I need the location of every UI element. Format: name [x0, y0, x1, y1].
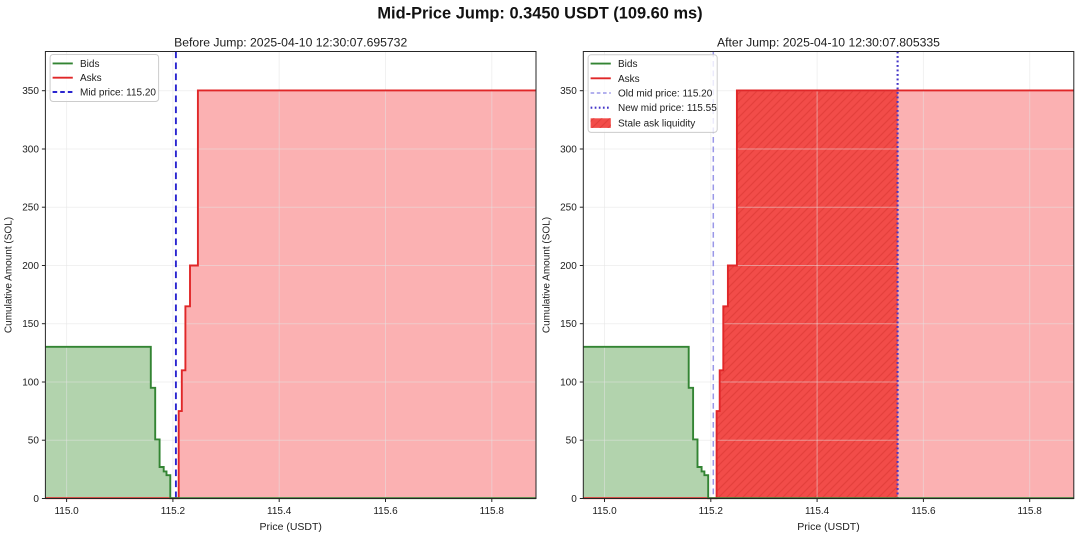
svg-text:115.0: 115.0: [54, 506, 79, 517]
svg-text:115.8: 115.8: [480, 506, 505, 517]
svg-text:Asks: Asks: [618, 74, 640, 85]
svg-text:50: 50: [28, 436, 40, 447]
svg-text:Stale ask liquidity: Stale ask liquidity: [618, 118, 695, 129]
svg-text:Before Jump: 2025-04-10 12:30:: Before Jump: 2025-04-10 12:30:07.695732: [174, 36, 407, 50]
svg-text:115.8: 115.8: [1018, 506, 1043, 517]
svg-text:300: 300: [560, 145, 577, 156]
svg-text:Cumulative Amount (SOL): Cumulative Amount (SOL): [541, 217, 552, 333]
svg-text:250: 250: [22, 203, 39, 214]
svg-text:0: 0: [571, 494, 577, 505]
svg-text:300: 300: [22, 145, 39, 156]
svg-text:Bids: Bids: [80, 59, 99, 70]
svg-text:200: 200: [22, 261, 39, 272]
svg-text:200: 200: [560, 261, 577, 272]
svg-text:Price (USDT): Price (USDT): [797, 521, 859, 533]
svg-text:350: 350: [560, 86, 577, 97]
svg-text:Mid price: 115.20: Mid price: 115.20: [80, 88, 156, 99]
svg-text:100: 100: [560, 378, 577, 389]
svg-text:0: 0: [33, 494, 39, 505]
svg-text:115.0: 115.0: [592, 506, 617, 517]
svg-text:250: 250: [560, 203, 577, 214]
svg-text:Old mid price: 115.20: Old mid price: 115.20: [618, 89, 713, 100]
svg-text:115.6: 115.6: [911, 506, 936, 517]
svg-text:50: 50: [566, 436, 578, 447]
svg-text:115.2: 115.2: [161, 506, 186, 517]
svg-text:115.4: 115.4: [267, 506, 292, 517]
svg-text:350: 350: [22, 86, 39, 97]
svg-text:115.4: 115.4: [805, 506, 830, 517]
svg-text:Bids: Bids: [618, 59, 637, 70]
svg-text:100: 100: [22, 378, 39, 389]
svg-text:115.6: 115.6: [373, 506, 398, 517]
svg-text:150: 150: [560, 319, 577, 330]
svg-text:After Jump: 2025-04-10 12:30:0: After Jump: 2025-04-10 12:30:07.805335: [717, 36, 940, 50]
svg-text:Cumulative Amount (SOL): Cumulative Amount (SOL): [4, 217, 15, 333]
svg-text:115.2: 115.2: [699, 506, 724, 517]
svg-text:Mid-Price Jump: 0.3450 USDT (1: Mid-Price Jump: 0.3450 USDT (109.60 ms): [377, 5, 702, 23]
svg-text:New mid price: 115.55: New mid price: 115.55: [618, 103, 717, 114]
svg-text:Price (USDT): Price (USDT): [259, 521, 321, 533]
svg-text:150: 150: [22, 319, 39, 330]
svg-text:Asks: Asks: [80, 73, 102, 84]
